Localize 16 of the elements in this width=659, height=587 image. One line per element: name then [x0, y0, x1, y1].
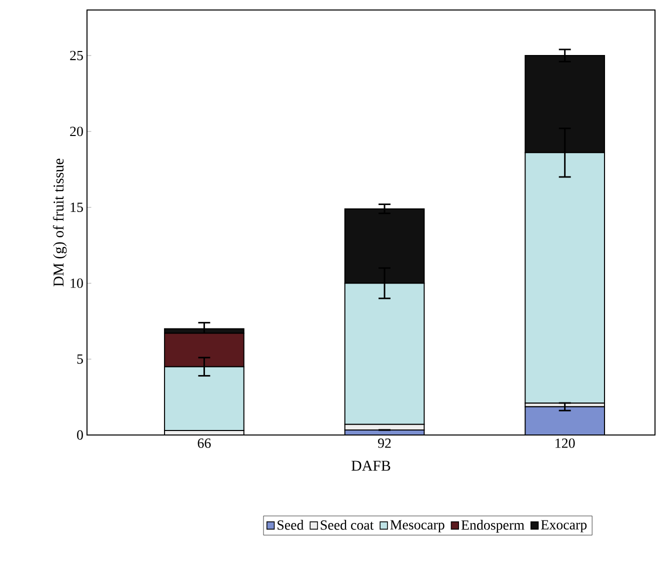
legend-label: Endosperm	[461, 520, 524, 533]
y-tick-label: 20	[70, 126, 83, 136]
x-axis-title: DAFB	[352, 460, 390, 471]
y-axis-title: DM (g) of fruit tissue	[52, 158, 67, 286]
y-tick-label: 5	[77, 354, 83, 364]
x-tick-label: 92	[378, 438, 391, 448]
legend-label: Seed coat	[320, 520, 374, 530]
legend-label: Mesocarp	[390, 520, 444, 532]
y-tick-label: 15	[70, 202, 83, 212]
legend-label: Exocarp	[541, 520, 587, 532]
y-tick-label: 0	[77, 430, 83, 440]
y-tick-label: 10	[70, 278, 83, 288]
legend-label: Seed	[278, 520, 304, 530]
x-tick-label: 66	[198, 438, 211, 448]
y-tick-label: 25	[70, 50, 83, 60]
x-tick-label: 120	[556, 438, 575, 448]
